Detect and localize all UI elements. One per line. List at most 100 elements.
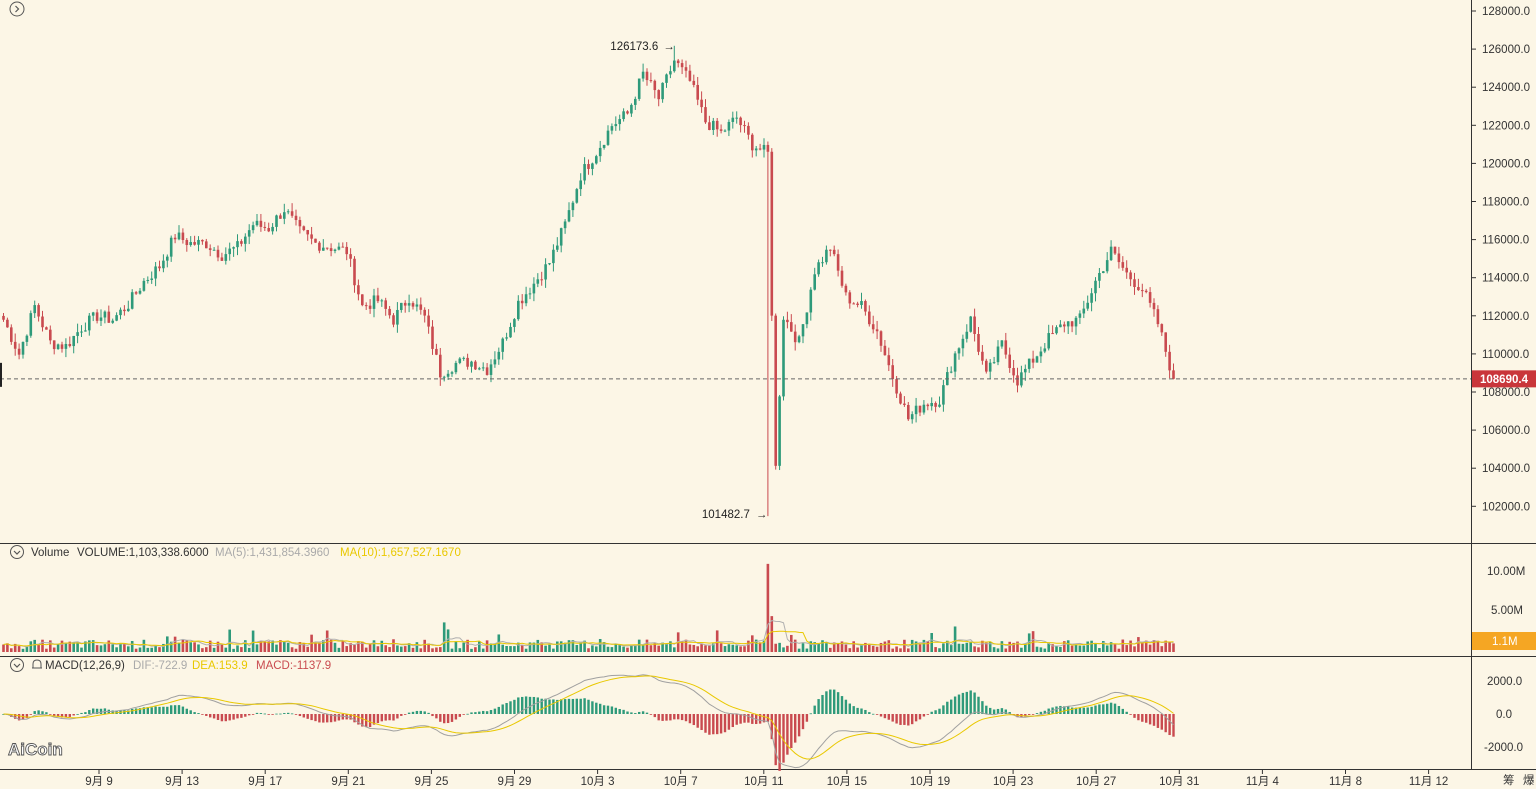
volume-bar <box>723 646 727 652</box>
volume-bar <box>563 642 567 652</box>
macd-bar <box>29 714 32 715</box>
volume-bar <box>637 639 641 652</box>
chevron-circle-icon[interactable] <box>9 1 25 17</box>
candle-body <box>513 319 516 327</box>
candle-body <box>1004 340 1008 355</box>
volume-bar <box>1078 645 1082 652</box>
volume-bar <box>400 646 403 652</box>
macd-bar <box>1129 714 1132 715</box>
svg-text:1.1M: 1.1M <box>1492 636 1518 648</box>
candle-body <box>692 80 696 85</box>
price-tick-label: 114000.0 <box>1482 273 1529 285</box>
chevron-down-circle-icon[interactable] <box>10 545 24 559</box>
candle-body <box>380 300 384 302</box>
candle-body <box>981 351 984 361</box>
candle-body <box>17 348 21 355</box>
volume-bar <box>197 644 200 652</box>
macd-bar <box>840 696 844 714</box>
candle-body <box>325 247 329 249</box>
volume-bar <box>934 647 937 652</box>
macd-bar <box>220 714 224 722</box>
candle-body <box>95 312 99 321</box>
candle-body <box>193 242 196 245</box>
candle-body <box>1012 367 1015 376</box>
candle-body <box>891 365 894 380</box>
macd-bar <box>404 714 407 715</box>
liquidation-toggle[interactable]: 爆 <box>1523 773 1535 787</box>
macd-bar <box>821 694 824 714</box>
volume-bar <box>17 646 21 652</box>
volume-bar <box>1082 645 1086 652</box>
candle-body <box>294 215 298 221</box>
macd-bar <box>864 709 867 714</box>
time-tick-label: 9月 17 <box>248 776 282 788</box>
candle-body <box>965 331 969 339</box>
macd-bar <box>376 714 380 724</box>
candle-body <box>618 119 621 125</box>
volume-bar <box>649 645 653 652</box>
volume-bar <box>1137 637 1140 652</box>
price-tick-label: 126000.0 <box>1482 44 1530 56</box>
macd-bar <box>1145 714 1148 723</box>
candle-body <box>949 371 953 373</box>
volume-bar <box>376 646 380 652</box>
macd-bar <box>1152 714 1156 726</box>
candle-body <box>1109 246 1113 261</box>
macd-bar <box>443 714 446 724</box>
volume-bar <box>1043 648 1047 652</box>
candle-body <box>197 239 200 245</box>
macd-bar <box>14 714 17 719</box>
watermark-text: AiCoin <box>8 740 63 759</box>
macd-bar <box>240 714 243 718</box>
macd-bar <box>583 698 586 714</box>
macd-dea-line <box>3 675 1174 760</box>
candle-body <box>844 285 848 293</box>
candle-body <box>1121 262 1125 268</box>
volume-bar <box>1141 641 1144 652</box>
candle-body <box>84 330 87 332</box>
candle-body <box>1164 332 1167 352</box>
candle-body <box>314 238 317 243</box>
volume-bar <box>595 646 598 652</box>
volume-bar <box>1098 648 1101 652</box>
macd-bar <box>400 714 403 716</box>
volume-bar <box>579 642 582 652</box>
macd-bar <box>99 708 103 714</box>
macd-bar <box>236 714 239 719</box>
volume-bar <box>1016 641 1019 652</box>
candle-body <box>1070 321 1074 327</box>
macd-bar <box>489 710 493 714</box>
time-tick-label: 9月 13 <box>165 776 199 788</box>
volume-bar <box>793 639 797 652</box>
volume-bar <box>985 642 988 652</box>
macd-bar <box>1043 710 1046 714</box>
volume-bar <box>380 640 384 652</box>
volume-bar <box>1156 640 1160 652</box>
macd-macd-value: MACD:-1137.9 <box>256 660 331 672</box>
candle-body <box>649 80 653 82</box>
candle-body <box>263 226 267 229</box>
candle-body <box>992 362 996 364</box>
volume-bar <box>758 642 762 652</box>
chevron-down-circle-icon[interactable] <box>10 658 24 672</box>
macd-bar <box>368 714 372 728</box>
volume-bar <box>809 641 813 652</box>
candle-body <box>774 315 777 466</box>
candle-body <box>540 279 543 281</box>
volume-bar <box>6 643 9 652</box>
bell-icon[interactable] <box>32 659 42 669</box>
macd-bar <box>907 714 910 726</box>
macd-bar <box>41 711 44 714</box>
chip-distribution-toggle[interactable]: 筹 <box>1503 773 1515 787</box>
volume-bar <box>25 646 29 652</box>
macd-bar <box>645 712 649 714</box>
macd-bar <box>938 708 941 714</box>
volume-bar <box>887 640 891 652</box>
candle-body <box>727 121 731 131</box>
candle-body <box>614 124 618 127</box>
candle-body <box>661 82 664 100</box>
macd-bar <box>560 699 563 714</box>
candle-body <box>267 228 270 232</box>
candle-body <box>622 111 625 120</box>
